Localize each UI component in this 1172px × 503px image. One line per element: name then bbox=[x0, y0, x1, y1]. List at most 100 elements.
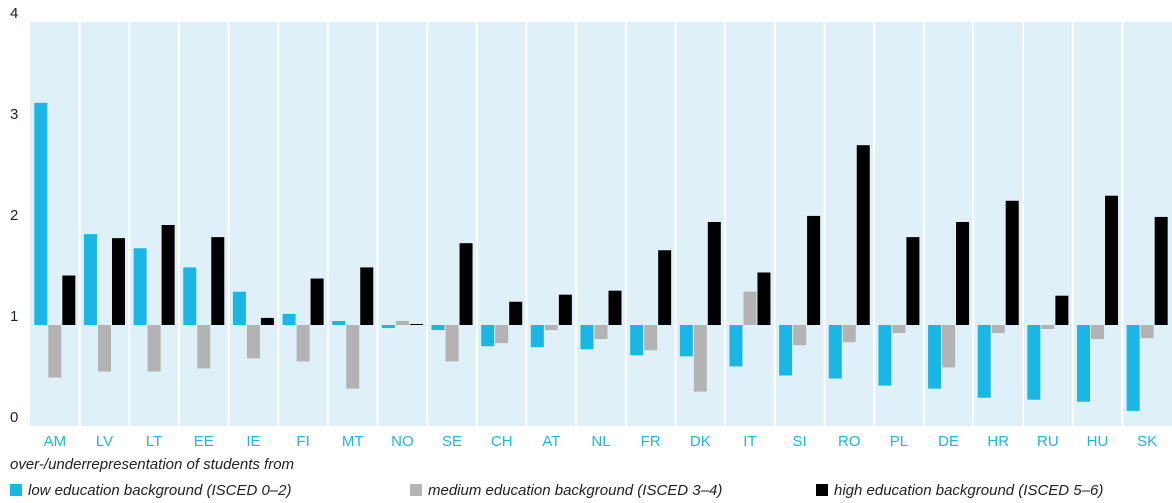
bar bbox=[956, 221, 970, 325]
bar bbox=[62, 275, 76, 325]
bar bbox=[644, 325, 658, 351]
x-tick-label: NL bbox=[591, 433, 610, 450]
bar bbox=[1027, 325, 1041, 400]
bar bbox=[445, 325, 459, 362]
bar bbox=[707, 221, 721, 325]
bar bbox=[729, 325, 743, 367]
legend-title: over-/underrepresentation of students fr… bbox=[10, 456, 294, 473]
bar bbox=[630, 325, 644, 356]
x-tick-label: AM bbox=[44, 433, 67, 450]
bar bbox=[183, 267, 197, 325]
bar bbox=[296, 325, 310, 362]
bar bbox=[1077, 325, 1091, 402]
bar bbox=[133, 248, 147, 325]
x-tick-label: LV bbox=[96, 433, 113, 450]
x-tick-label: RU bbox=[1037, 433, 1059, 450]
bar bbox=[147, 325, 161, 372]
bar bbox=[1041, 325, 1055, 330]
bar bbox=[97, 325, 111, 372]
bar bbox=[111, 238, 125, 325]
bar bbox=[495, 325, 509, 344]
bar bbox=[991, 325, 1005, 334]
y-tick-label: 0 bbox=[10, 409, 18, 426]
y-tick-label: 2 bbox=[10, 207, 18, 224]
bar bbox=[481, 325, 495, 347]
bar bbox=[246, 325, 260, 359]
bar bbox=[779, 325, 793, 376]
bar bbox=[594, 325, 608, 340]
bar bbox=[161, 225, 175, 325]
bar bbox=[1140, 325, 1154, 339]
x-tick-label: IE bbox=[246, 433, 260, 450]
bar bbox=[928, 325, 942, 389]
x-tick-label: MT bbox=[342, 433, 364, 450]
bar bbox=[1091, 325, 1105, 340]
bar bbox=[346, 325, 360, 389]
bar bbox=[679, 325, 693, 357]
x-tick-label: SK bbox=[1137, 433, 1157, 450]
x-tick-label: HR bbox=[987, 433, 1009, 450]
x-tick-label: AT bbox=[542, 433, 560, 450]
bar bbox=[83, 234, 97, 325]
bar bbox=[310, 278, 324, 325]
bar bbox=[459, 243, 473, 325]
bar bbox=[608, 290, 622, 325]
bar bbox=[580, 325, 594, 350]
x-tick-label: SI bbox=[793, 433, 807, 450]
x-tick-label: FR bbox=[641, 433, 661, 450]
bar bbox=[942, 325, 956, 368]
bar bbox=[360, 267, 374, 325]
bar bbox=[828, 325, 842, 379]
bar bbox=[232, 291, 246, 325]
legend-marker bbox=[10, 484, 22, 496]
y-tick-label: 1 bbox=[10, 308, 18, 325]
bar bbox=[431, 325, 445, 331]
bar bbox=[544, 325, 558, 331]
x-tick-label: DK bbox=[690, 433, 711, 450]
legend-label: high education background (ISCED 5–6) bbox=[834, 482, 1103, 499]
bar bbox=[332, 320, 346, 325]
bar bbox=[558, 294, 572, 325]
legend-marker bbox=[816, 484, 828, 496]
bar bbox=[1005, 200, 1019, 325]
x-tick-label: FI bbox=[296, 433, 309, 450]
bar bbox=[1126, 325, 1140, 411]
bar bbox=[856, 145, 870, 325]
bar bbox=[977, 325, 991, 398]
bar bbox=[807, 215, 821, 325]
x-tick-label: SE bbox=[442, 433, 462, 450]
bar bbox=[509, 301, 523, 325]
bar bbox=[282, 313, 296, 325]
x-tick-label: RO bbox=[838, 433, 861, 450]
bar bbox=[757, 272, 771, 325]
bar bbox=[842, 325, 856, 343]
x-tick-label: CH bbox=[491, 433, 513, 450]
bar bbox=[743, 291, 757, 325]
bar bbox=[530, 325, 544, 348]
x-tick-label: DE bbox=[938, 433, 959, 450]
bar bbox=[409, 323, 423, 325]
bar bbox=[1154, 216, 1168, 325]
bar bbox=[211, 237, 225, 325]
y-tick-label: 3 bbox=[10, 106, 18, 123]
bar bbox=[260, 317, 274, 325]
y-tick-label: 4 bbox=[10, 5, 18, 22]
bar bbox=[906, 237, 920, 325]
legend-label: low education background (ISCED 0–2) bbox=[28, 482, 291, 499]
bar bbox=[793, 325, 807, 346]
bar bbox=[878, 325, 892, 386]
bar bbox=[1105, 195, 1119, 325]
bar bbox=[395, 320, 409, 325]
x-tick-label: NO bbox=[391, 433, 414, 450]
bar bbox=[892, 325, 906, 334]
x-tick-label: HU bbox=[1087, 433, 1109, 450]
bar bbox=[693, 325, 707, 392]
legend-marker bbox=[410, 484, 422, 496]
bar bbox=[197, 325, 211, 369]
x-tick-label: PL bbox=[890, 433, 908, 450]
bar bbox=[34, 102, 48, 325]
x-tick-label: IT bbox=[743, 433, 756, 450]
bar bbox=[381, 325, 395, 329]
legend-label: medium education background (ISCED 3–4) bbox=[428, 482, 722, 499]
